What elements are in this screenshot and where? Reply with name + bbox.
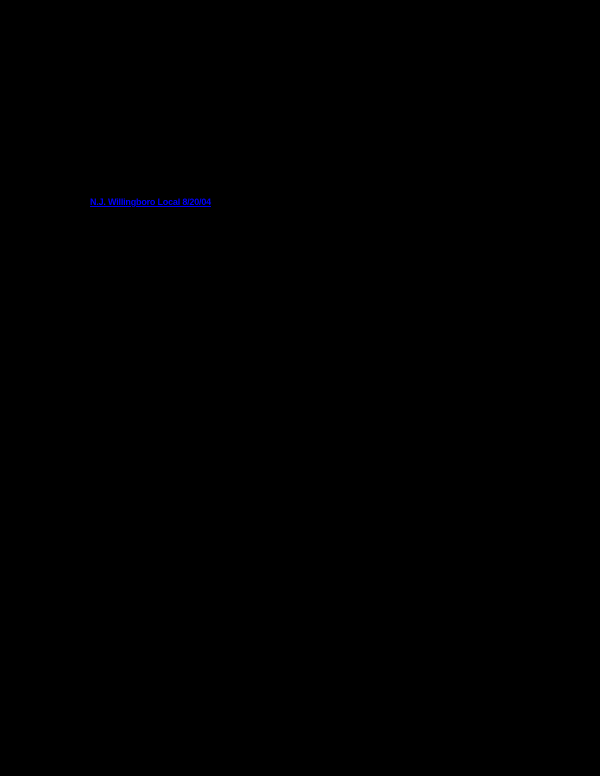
page-background: N.J. Willingboro Local 8/20/04	[0, 0, 600, 776]
citation-link[interactable]: N.J. Willingboro Local 8/20/04	[90, 197, 211, 207]
